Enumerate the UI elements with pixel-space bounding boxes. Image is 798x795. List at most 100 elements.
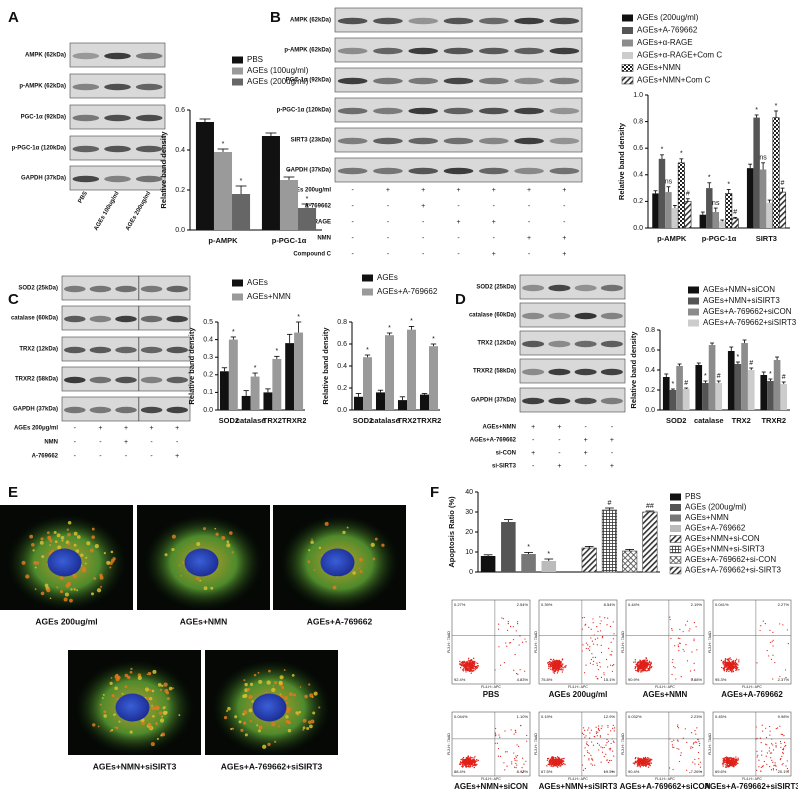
treatment-sign: + [584,450,588,457]
event-dot [763,760,765,763]
treatment-sign: - [528,219,531,226]
blot-band [373,107,403,115]
event-dot [603,674,605,676]
event-dot [503,662,505,664]
event-dot [596,735,598,737]
event-dot [588,649,591,651]
blot-band [600,312,623,320]
event-dot [737,759,740,761]
y-tick-label: 20 [465,529,473,536]
significance-mark: # [607,500,611,507]
event-dot [563,762,565,765]
event-dot [598,730,600,732]
mito-dot [41,555,45,559]
event-dot [562,669,564,671]
event-dot [601,751,604,753]
event-dot [779,740,782,743]
mito-dot [253,673,257,677]
event-dot [549,663,552,665]
event-dot [641,671,643,673]
legend-swatch [622,52,633,59]
mito-dot [243,679,246,682]
mito-dot [295,711,299,715]
mito-dot [67,542,71,546]
event-dot [476,666,479,668]
event-dot [470,668,472,671]
event-dot [647,766,650,768]
event-dot [507,622,509,625]
legend-swatch [670,525,681,532]
blot-band [337,107,368,115]
treatment-sign: - [351,203,354,210]
y-tick-label: 0.6 [337,341,347,348]
treatment-sign: - [351,235,354,242]
event-dot [673,739,675,741]
event-dot [733,665,736,667]
event-dot [461,763,464,766]
event-dot [587,644,589,646]
event-dot [563,757,565,760]
mito-dot [31,543,35,547]
y-tick-label: 0.2 [645,387,655,394]
event-dot [598,725,600,727]
blot-band [166,346,188,354]
event-dot [551,663,554,665]
mito-dot [243,721,247,725]
mito-dot [157,683,162,687]
quadrant-value: 2.23% [691,714,703,719]
event-dot [467,668,469,670]
y-tick-label: 0.8 [337,319,347,326]
event-dot [556,667,559,669]
event-dot [769,730,771,732]
event-dot [556,756,559,758]
legend-label: AGEs+NMN [247,292,291,301]
event-dot [650,759,652,761]
event-dot [596,626,598,628]
event-dot [590,658,593,661]
significance-mark: * [222,141,225,148]
event-dot [549,761,551,763]
event-dot [641,760,643,762]
legend-label: AGEs+A-769662+si-CON [685,555,776,564]
blot-band [408,137,439,145]
event-dot [550,759,553,761]
event-dot [761,765,764,768]
mito-dot [150,742,155,747]
blot-row-label: AMPK (62kDa) [290,18,331,24]
event-dot [521,641,524,643]
treatment-sign: + [557,463,561,470]
blot-row-label: p-AMPK (62kDa) [19,84,66,90]
mito-dot [370,542,375,548]
event-dot [516,760,518,762]
event-dot [515,756,517,758]
event-dot [638,765,640,767]
mito-dot [47,535,52,540]
y-tick-label: 0.6 [645,347,655,354]
blot-band [514,77,544,85]
treatment-sign: + [150,425,154,432]
event-dot [730,658,732,661]
mito-dot [164,710,168,715]
blot-row-label: GAPDH (37kDa) [13,407,58,413]
significance-mark: # [733,209,737,216]
event-dot [726,764,728,766]
event-dot [642,670,644,672]
mito-dot [151,704,153,707]
event-dot [644,763,646,765]
y-tick-label: 0 [469,569,473,576]
event-dot [546,662,549,664]
mito-dot [248,708,253,713]
event-dot [591,757,593,759]
event-dot [642,661,644,664]
event-dot [729,664,731,667]
event-dot [605,744,607,746]
legend-label: PBS [247,55,263,64]
event-dot [639,666,641,668]
legend-label: PBS [685,492,701,501]
mito-dot [273,740,277,743]
event-dot [472,670,475,672]
blot-band [549,47,580,55]
event-dot [645,670,648,672]
x-tick-label: p-PGC-1α [702,234,737,243]
blot-band [548,284,571,292]
